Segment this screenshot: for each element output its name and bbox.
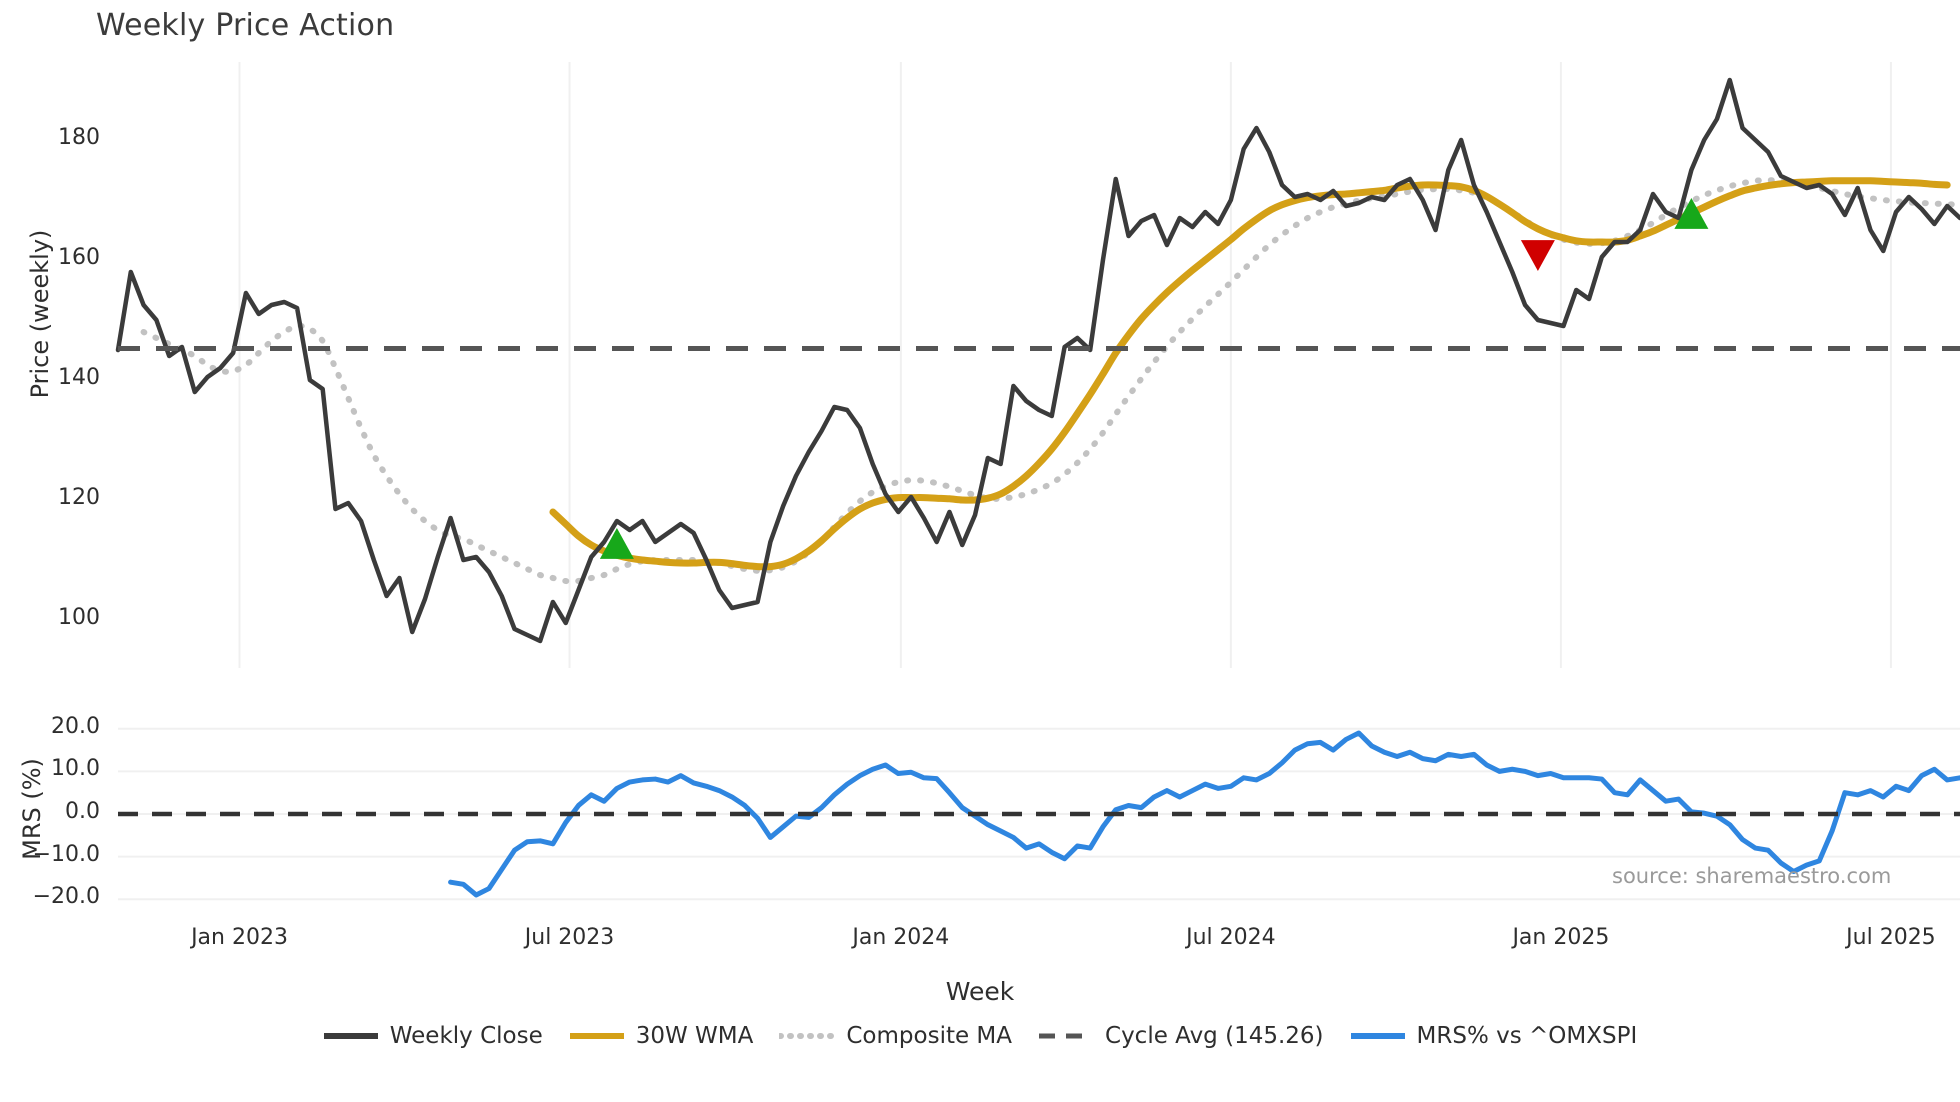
buy-signal-marker[interactable] [1674, 198, 1709, 229]
series-30w-wma [549, 177, 1951, 571]
legend-swatch-icon [323, 1027, 379, 1045]
legend-label: Composite MA [846, 1023, 1013, 1049]
series-composite-ma [140, 177, 1960, 585]
series-mrs [448, 730, 1960, 898]
x-tick: Jan 2025 [1512, 925, 1610, 950]
legend-label: 30W WMA [635, 1023, 754, 1049]
price-y-tick: 160 [58, 245, 100, 270]
mrs-y-tick: −20.0 [32, 884, 100, 910]
price-y-tick: 100 [58, 605, 100, 630]
sell-signal-marker[interactable] [1520, 240, 1555, 271]
legend-item[interactable]: Composite MA [779, 1023, 1012, 1049]
x-tick: Jul 2025 [1846, 925, 1936, 950]
mrs-y-tick: 20.0 [51, 713, 100, 739]
x-tick: Jul 2023 [524, 925, 615, 950]
legend-swatch-icon [1038, 1027, 1094, 1045]
legend-item[interactable]: Cycle Avg (145.26) [1038, 1023, 1324, 1049]
legend-swatch-icon [569, 1027, 625, 1045]
x-tick: Jul 2024 [1186, 925, 1276, 950]
mrs-y-tick: 0.0 [65, 799, 100, 824]
x-tick: Jan 2024 [852, 925, 950, 950]
x-tick: Jan 2023 [191, 925, 288, 950]
price-y-tick: 120 [58, 485, 100, 510]
legend-label: Weekly Close [389, 1023, 543, 1049]
source-attribution: source: sharemaestro.com [1612, 864, 1892, 888]
legend-label: Cycle Avg (145.26) [1105, 1023, 1324, 1049]
legend-swatch-icon [1350, 1027, 1406, 1045]
chart-legend: Weekly Close 30W WMA Composite MA Cycle Avg… [0, 1023, 1960, 1049]
legend-swatch-icon [779, 1027, 836, 1045]
legend-label: MRS% vs ^OMXSPI [1416, 1023, 1638, 1049]
x-axis-label: Week [945, 977, 1015, 1006]
price-y-tick: 180 [58, 125, 100, 150]
page-title: Weekly Price Action [96, 8, 395, 43]
legend-item[interactable]: MRS% vs ^OMXSPI [1350, 1023, 1638, 1049]
mrs-y-tick: 10.0 [51, 756, 100, 782]
buy-signal-marker[interactable] [599, 528, 634, 559]
legend-item[interactable]: 30W WMA [569, 1023, 754, 1049]
price-y-tick: 140 [58, 365, 100, 390]
series-weekly-close [115, 77, 1960, 644]
mrs-y-tick: −10.0 [32, 841, 100, 867]
legend-item[interactable]: Weekly Close [323, 1023, 543, 1049]
